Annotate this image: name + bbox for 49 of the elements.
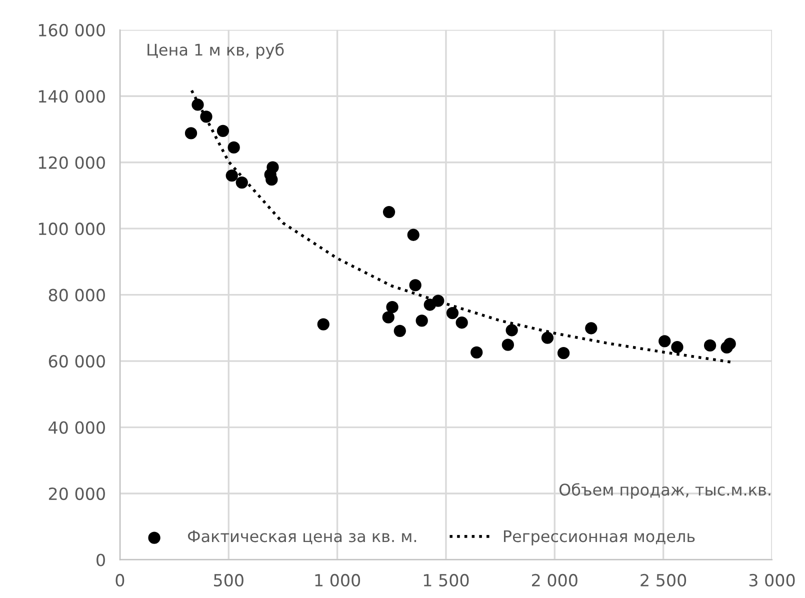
point [456,316,468,329]
point [432,294,444,307]
x-tick-label: 1 000 [315,574,360,587]
point [317,318,330,330]
point [671,341,684,354]
point [446,306,459,320]
x-tick-label: 2 000 [532,574,578,587]
x-tick-label: 2 500 [640,574,686,587]
point [200,110,212,123]
x-axis-title: Объем продаж, тыс.м.кв. [559,483,770,499]
x-tick-label: 3 000 [749,574,795,587]
point [236,176,248,189]
point [704,339,716,352]
point [585,322,598,334]
point [416,314,428,327]
point [184,127,198,140]
point [192,98,204,111]
point [382,206,396,218]
y-tick-label: 80 000 [48,288,105,302]
point [557,347,570,360]
point [470,346,483,359]
point [386,300,398,314]
point [226,170,238,182]
point [658,335,671,348]
point [394,324,406,337]
y-tick-label: 140 000 [38,90,105,103]
point [724,338,736,350]
y-tick-label: 60 000 [48,355,105,368]
y-tick-label: 20 000 [48,487,105,500]
x-tick-label: 1 500 [424,574,469,587]
x-tick-label: 0 [116,574,124,587]
y-tick-label: 40 000 [48,421,105,434]
point [502,338,514,351]
point [541,332,554,344]
point [409,279,422,292]
point [506,324,518,336]
y-tick-label: 160 000 [38,24,105,36]
point [216,124,230,137]
y-tick-label: 100 000 [38,222,105,236]
legend-label: Фактическая цена за кв. м. [188,530,416,544]
y-tick-label: 120 000 [38,156,105,169]
x-tick-label: 500 [214,574,244,587]
line-series [190,89,732,364]
point [382,311,394,324]
y-tick-label: 0 [96,554,105,566]
point [228,141,240,154]
point [407,228,420,241]
y-axis-title: Цена 1 м кв, руб [148,43,284,59]
legend-label: Регрессионная модель [504,530,695,546]
